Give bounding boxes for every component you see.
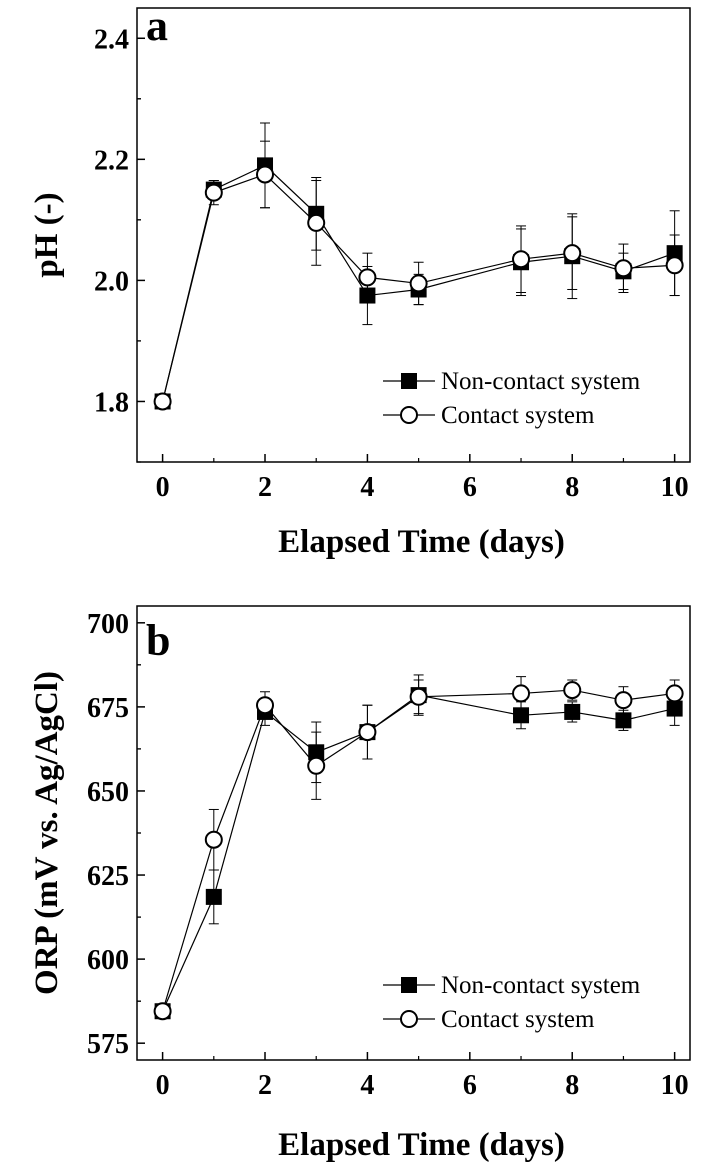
y-tick-label: 2.0 xyxy=(94,266,129,297)
data-point-circle xyxy=(665,684,684,703)
y-axis-title: pH (-) xyxy=(29,192,65,277)
legend-label: Contact system xyxy=(441,1006,595,1033)
series-line xyxy=(162,694,675,1012)
x-tick-label: 0 xyxy=(156,472,170,503)
data-point-circle xyxy=(665,256,684,275)
panel-b: 0 2 4 6 8 10 575 600 625 650 675 700 Elapsed Time (d… xyxy=(29,605,691,1163)
series-line xyxy=(162,173,675,402)
data-point-circle xyxy=(614,259,633,278)
x-tick-label: 6 xyxy=(463,472,477,503)
data-point-circle xyxy=(512,250,531,269)
y-tick-label: 2.2 xyxy=(94,145,129,176)
data-point-circle xyxy=(358,268,377,287)
x-tick-label: 10 xyxy=(661,1070,689,1101)
data-point-square xyxy=(564,703,581,720)
data-point-circle xyxy=(153,1002,172,1021)
panel-letter: b xyxy=(146,616,170,665)
x-tick-label: 4 xyxy=(360,1070,374,1101)
data-point-circle xyxy=(614,691,633,710)
data-point-circle xyxy=(409,274,428,293)
panel-a: 0 2 4 6 8 10 1.8 2.0 2.2 2.4 Elapsed Time (days) pH… xyxy=(29,1,691,560)
series-non-contact xyxy=(154,674,683,1020)
y-tick-label: 575 xyxy=(87,1029,129,1060)
x-tick-label: 4 xyxy=(360,472,374,503)
data-point-circle xyxy=(358,723,377,742)
x-tick-label: 2 xyxy=(258,472,272,503)
y-tick-label: 2.4 xyxy=(94,24,129,55)
data-point-square xyxy=(513,707,530,724)
data-point-circle xyxy=(256,696,275,715)
data-point-circle xyxy=(563,681,582,700)
x-axis-title: Elapsed Time (days) xyxy=(278,524,565,560)
data-point-circle xyxy=(307,756,326,775)
x-tick-label: 10 xyxy=(661,472,689,503)
data-point-circle xyxy=(204,183,223,202)
data-point-circle xyxy=(204,830,223,849)
data-point-square xyxy=(666,700,683,717)
y-tick-label: 650 xyxy=(87,777,129,808)
panel-letter: a xyxy=(146,1,168,50)
legend: Non-contact system Contact system xyxy=(383,368,641,429)
x-tick-label: 8 xyxy=(565,472,579,503)
legend-label: Non-contact system xyxy=(441,368,641,395)
legend-label: Contact system xyxy=(441,402,595,429)
series-contact xyxy=(153,676,684,1021)
legend-marker-circle xyxy=(400,1010,418,1028)
y-tick-label: 625 xyxy=(87,861,129,892)
x-tick-label: 6 xyxy=(463,1070,477,1101)
data-point-circle xyxy=(409,687,428,706)
legend: Non-contact system Contact system xyxy=(383,972,641,1033)
data-point-circle xyxy=(563,244,582,263)
x-tick-label: 0 xyxy=(156,1070,170,1101)
data-point-circle xyxy=(307,213,326,232)
data-point-circle xyxy=(256,165,275,184)
legend-marker-square xyxy=(401,977,417,993)
data-point-circle xyxy=(153,392,172,411)
y-tick-label: 600 xyxy=(87,945,129,976)
data-point-square xyxy=(205,888,222,905)
legend-label: Non-contact system xyxy=(441,972,641,999)
legend-marker-circle xyxy=(400,406,418,424)
x-tick-label: 8 xyxy=(565,1070,579,1101)
y-tick-label: 675 xyxy=(87,693,129,724)
series-line xyxy=(162,164,675,402)
x-tick-label: 2 xyxy=(258,1070,272,1101)
y-axis-title: ORP (mV vs. Ag/AgCl) xyxy=(29,671,65,995)
y-tick-label: 1.8 xyxy=(94,387,129,418)
series-line xyxy=(162,689,675,1012)
x-axis-title: Elapsed Time (days) xyxy=(278,1127,565,1163)
y-tick-label: 700 xyxy=(87,609,129,640)
legend-marker-square xyxy=(401,373,417,389)
plot-frame xyxy=(136,7,691,463)
data-point-circle xyxy=(512,684,531,703)
data-point-square xyxy=(615,712,632,729)
series-contact xyxy=(153,140,684,411)
